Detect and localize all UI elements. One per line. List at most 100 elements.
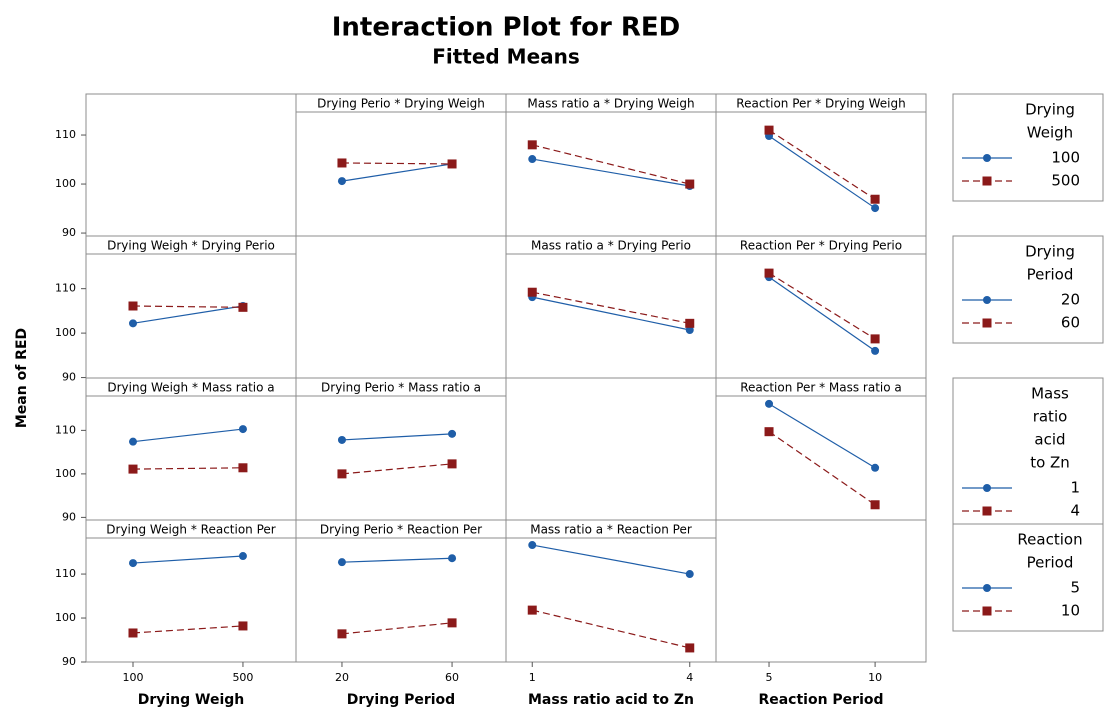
point (337, 435, 346, 444)
legend-box (952, 377, 1104, 532)
legend-marker (982, 506, 992, 516)
series-line (341, 622, 453, 635)
point (128, 628, 138, 638)
legend-marker (982, 176, 992, 186)
series-line (768, 431, 876, 506)
series-line (532, 158, 690, 187)
series-line (341, 463, 453, 475)
point (765, 399, 774, 408)
panel-border (715, 377, 927, 521)
series-line (132, 555, 243, 564)
x-axis-label: Drying Period (347, 692, 455, 708)
legend-marker (982, 318, 992, 328)
legend-label: 4 (1070, 502, 1080, 520)
y-tick-label: 110 (55, 423, 76, 436)
series-line (532, 609, 690, 649)
point (870, 500, 880, 510)
point (685, 570, 694, 579)
x-axis-label: Mass ratio acid to Zn (528, 692, 694, 708)
panel-title: Drying Perio * Drying Weigh (317, 97, 485, 111)
point (129, 559, 138, 568)
point (870, 194, 880, 204)
x-tick-label: 60 (445, 671, 459, 684)
legend-title: Drying (1025, 243, 1075, 261)
panel-header (85, 235, 297, 255)
legend-label: 100 (1051, 149, 1080, 167)
point (238, 621, 248, 631)
point (447, 159, 457, 169)
point (685, 179, 695, 189)
point (128, 464, 138, 474)
series-line (532, 296, 690, 331)
panel-border (295, 377, 507, 521)
legend-title: Period (1027, 266, 1074, 284)
legend-box (952, 93, 1104, 202)
series-line (341, 557, 453, 563)
point (337, 469, 347, 479)
panel-border (715, 235, 927, 379)
point (337, 629, 347, 639)
point (337, 158, 347, 168)
series-line (132, 625, 243, 634)
panel-title: Mass ratio a * Drying Perio (531, 239, 691, 253)
series-line (768, 272, 876, 340)
legend-title: Period (1027, 554, 1074, 572)
point (528, 155, 537, 164)
panel-title: Reaction Per * Drying Weigh (736, 97, 905, 111)
legend-marker (983, 296, 991, 304)
panel-title: Drying Weigh * Mass ratio a (107, 381, 274, 395)
point (238, 302, 248, 312)
panel-border (295, 519, 507, 663)
panel-border (295, 235, 507, 379)
x-tick-label: 20 (335, 671, 349, 684)
panel-border (505, 519, 717, 663)
point (685, 643, 695, 653)
panel-border (505, 377, 717, 521)
series-line (341, 433, 453, 441)
point (337, 558, 346, 567)
y-axis-label: Mean of RED (14, 328, 30, 428)
panel-border (85, 93, 297, 237)
x-tick-label: 4 (686, 671, 693, 684)
legend-label: 60 (1061, 314, 1080, 332)
point (685, 326, 694, 334)
series-line (768, 276, 876, 352)
point (447, 618, 457, 628)
point (870, 334, 880, 344)
panel-border (85, 377, 297, 521)
point (128, 301, 138, 311)
panel-border (715, 93, 927, 237)
point (129, 437, 138, 446)
legend-title: Weigh (1027, 124, 1073, 142)
x-tick-label: 1 (529, 671, 536, 684)
chart-subtitle: Fitted Means (432, 45, 580, 69)
point (764, 268, 774, 278)
legend-marker (983, 584, 991, 592)
y-tick-label: 90 (62, 371, 76, 384)
legend-title: acid (1034, 431, 1065, 449)
panel-title: Drying Perio * Mass ratio a (321, 381, 481, 395)
chart-title: Interaction Plot for RED (332, 13, 681, 43)
series-line (341, 162, 453, 165)
point (527, 287, 537, 297)
series-line (132, 305, 243, 308)
point (527, 140, 537, 150)
legend-marker (982, 606, 992, 616)
series-line (132, 467, 243, 470)
panel-title: Mass ratio a * Reaction Per (530, 523, 692, 537)
legend-title: Mass (1031, 385, 1069, 403)
panel-header (715, 93, 927, 113)
series-line (532, 291, 690, 324)
y-tick-label: 90 (62, 655, 76, 668)
y-tick-label: 100 (55, 611, 76, 624)
y-tick-label: 90 (62, 510, 76, 523)
series-line (341, 163, 453, 182)
y-tick-label: 100 (55, 467, 76, 480)
series-line (132, 428, 244, 443)
y-tick-label: 110 (55, 567, 76, 580)
legend-box (952, 523, 1104, 632)
x-tick-label: 500 (232, 671, 253, 684)
point (528, 541, 537, 550)
series-line (768, 129, 876, 200)
